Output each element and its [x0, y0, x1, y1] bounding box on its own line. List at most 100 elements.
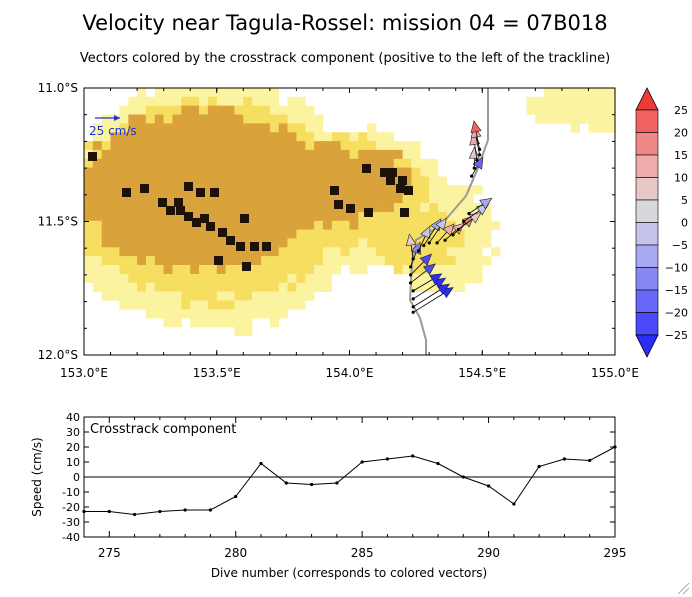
colorbar: 25 20 15 10 5 0 −5 −10 −15 −20 −25: [635, 87, 688, 358]
bathymetry-cell: [314, 176, 324, 186]
bathymetry-cell: [269, 318, 280, 328]
bathymetry-cell: [145, 158, 156, 168]
bathymetry-cell: [234, 256, 244, 266]
bathymetry-cell: [376, 132, 386, 142]
bathymetry-cell: [305, 123, 315, 133]
bathymetry-cell: [92, 229, 102, 239]
bathymetry-cell: [225, 158, 235, 168]
bathymetry-cell: [163, 318, 173, 328]
shoal-cell: [200, 214, 209, 223]
shoal-cell: [400, 208, 409, 217]
bathymetry-cell: [305, 211, 315, 222]
bathymetry-cell: [225, 300, 235, 310]
bathymetry-cell: [411, 220, 421, 230]
bathymetry-cell: [322, 238, 333, 248]
bathymetry-cell: [261, 105, 271, 115]
bathymetry-cell: [243, 318, 253, 328]
bathymetry-cell: [119, 167, 129, 177]
bathymetry-cell: [393, 256, 403, 266]
map-y-tick-label: 12.0°S: [38, 348, 78, 362]
bathymetry-cell: [190, 176, 200, 186]
bathymetry-cell: [234, 176, 244, 186]
bathymetry-cell: [376, 185, 386, 195]
bathymetry-cell: [145, 238, 156, 248]
bathymetry-cell: [331, 238, 341, 248]
map-panel: 25 cm/s 153.0°E 153.5°E 154.0°E 154.5°E 155.…: [38, 81, 639, 380]
bathymetry-cell: [455, 273, 465, 284]
scale-vector: 25 cm/s: [89, 115, 137, 138]
resize-grip-icon[interactable]: [677, 582, 690, 595]
bathymetry-cell: [225, 247, 235, 257]
bathymetry-cell: [349, 238, 359, 248]
bathymetry-cell: [145, 291, 156, 301]
bathymetry-cell: [429, 211, 439, 222]
bathymetry-cell: [145, 229, 156, 239]
bathymetry-cell: [216, 273, 226, 284]
bathymetry-cell: [358, 185, 368, 195]
bathymetry-cell: [376, 256, 386, 266]
bathymetry-cell: [243, 256, 253, 266]
bathymetry-cell: [207, 141, 218, 151]
colorbar-band: [635, 199, 659, 223]
bathymetry-cell: [154, 265, 164, 275]
bathymetry-cell: [119, 141, 129, 151]
data-point: [360, 460, 364, 464]
bathymetry-cell: [128, 238, 138, 248]
bathymetry-cell: [438, 247, 448, 257]
bathymetry-cell: [376, 141, 386, 151]
bathymetry-cell: [145, 220, 156, 230]
bathymetry-cell: [482, 203, 492, 213]
bathymetry-cell: [420, 273, 430, 284]
bathymetry-cell: [455, 282, 465, 292]
bathymetry-cell: [269, 185, 280, 195]
bathymetry-cell: [252, 167, 262, 177]
bathymetry-cell: [358, 176, 368, 186]
bathymetry-cell: [181, 238, 191, 248]
bathymetry-cell: [446, 211, 456, 222]
bathymetry-cell: [119, 300, 129, 310]
bathymetry-cell: [393, 158, 403, 168]
bathymetry-cell: [163, 96, 173, 106]
bathymetry-cell: [296, 265, 306, 275]
bathymetry-cell: [296, 220, 306, 230]
bathymetry-cell: [455, 211, 465, 222]
bathymetry-cell: [322, 211, 333, 222]
bathymetry-cell: [579, 105, 589, 115]
bathymetry-cell: [128, 176, 138, 186]
bathymetry-cell: [261, 141, 271, 151]
bathymetry-cell: [181, 273, 191, 284]
bathymetry-cell: [287, 96, 297, 106]
bathymetry-cell: [561, 96, 572, 106]
bathymetry-cell: [207, 105, 218, 115]
bathymetry-cell: [101, 256, 111, 266]
bathymetry-cell: [128, 105, 138, 115]
bathymetry-cell: [216, 132, 226, 142]
bathymetry-cell: [579, 114, 589, 124]
bathymetry-cell: [322, 273, 333, 284]
bathymetry-cell: [181, 114, 191, 124]
bathymetry-cell: [234, 326, 244, 337]
bathymetry-cell: [305, 185, 315, 195]
bathymetry-cell: [269, 211, 280, 222]
bathymetry-cell: [261, 265, 271, 275]
bathymetry-cell: [561, 114, 572, 124]
bathymetry-cell: [367, 238, 377, 248]
bathymetry-cell: [101, 167, 111, 177]
bathymetry-cell: [207, 176, 218, 186]
bathymetry-cell: [606, 88, 616, 98]
bathymetry-cell: [473, 185, 483, 195]
bathymetry-cell: [314, 194, 324, 204]
bathymetry-cell: [190, 88, 200, 98]
bathymetry-cell: [535, 96, 545, 106]
bathymetry-cell: [154, 309, 164, 319]
bathymetry-cell: [207, 291, 218, 301]
bathymetry-cell: [287, 123, 297, 133]
bathymetry-cell: [305, 265, 315, 275]
bathymetry-cell: [128, 211, 138, 222]
bathymetry-cell: [128, 282, 138, 292]
bathymetry-cell: [455, 229, 465, 239]
bathymetry-cell: [438, 185, 448, 195]
bathymetry-cell: [163, 220, 173, 230]
data-point: [107, 509, 111, 514]
bathymetry-cell: [154, 185, 164, 195]
